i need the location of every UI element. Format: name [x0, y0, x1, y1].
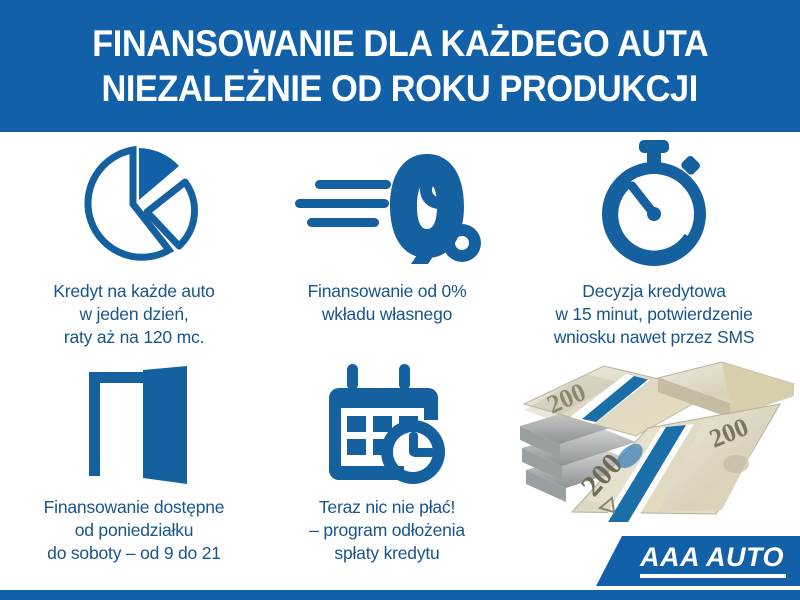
feature-zero-percent: Finansowanie od 0% wkładu własnego [262, 134, 512, 326]
feature-deferred-payment: Teraz nic nie płać! – program odłożenia … [262, 356, 512, 565]
feature-deferred-payment-caption: Teraz nic nie płać! – program odłożenia … [309, 497, 465, 563]
bottom-strip [0, 590, 800, 600]
logo-text: AAA AUTO [640, 542, 784, 572]
stopwatch-icon [591, 134, 717, 266]
headline-line-2: NIEZALEŻNIE OD ROKU PRODUKCJI [101, 68, 699, 109]
feature-decision: Decyzja kredytowa w 15 minut, potwierdze… [508, 134, 800, 349]
feature-grid: Kredyt na każde auto w jeden dzień, raty… [0, 132, 800, 590]
header-banner: FINANSOWANIE DLA KAŻDEGO AUTA NIEZALEŻNI… [0, 0, 800, 132]
feature-zero-percent-caption: Finansowanie od 0% wkładu własnego [307, 281, 467, 324]
banknote-stacks-image: 200 200 [508, 352, 800, 552]
feature-opening-hours: Finansowanie dostępne od poniedziałku do… [0, 356, 268, 565]
zero-percent-icon [287, 134, 487, 266]
feature-credit-caption: Kredyt na każde auto w jeden dzień, raty… [53, 281, 215, 347]
open-door-icon [71, 356, 197, 484]
pie-chart-icon [59, 134, 209, 266]
feature-opening-hours-caption: Finansowanie dostępne od poniedziałku do… [43, 497, 225, 563]
headline-line-1: FINANSOWANIE DLA KAŻDEGO AUTA [91, 23, 709, 64]
feature-decision-caption: Decyzja kredytowa w 15 minut, potwierdze… [553, 281, 755, 347]
feature-credit: Kredyt na każde auto w jeden dzień, raty… [0, 134, 268, 349]
calendar-clock-icon [321, 356, 453, 484]
logo-underline [640, 574, 786, 578]
aaa-auto-logo[interactable]: AAA AUTO [596, 536, 800, 586]
